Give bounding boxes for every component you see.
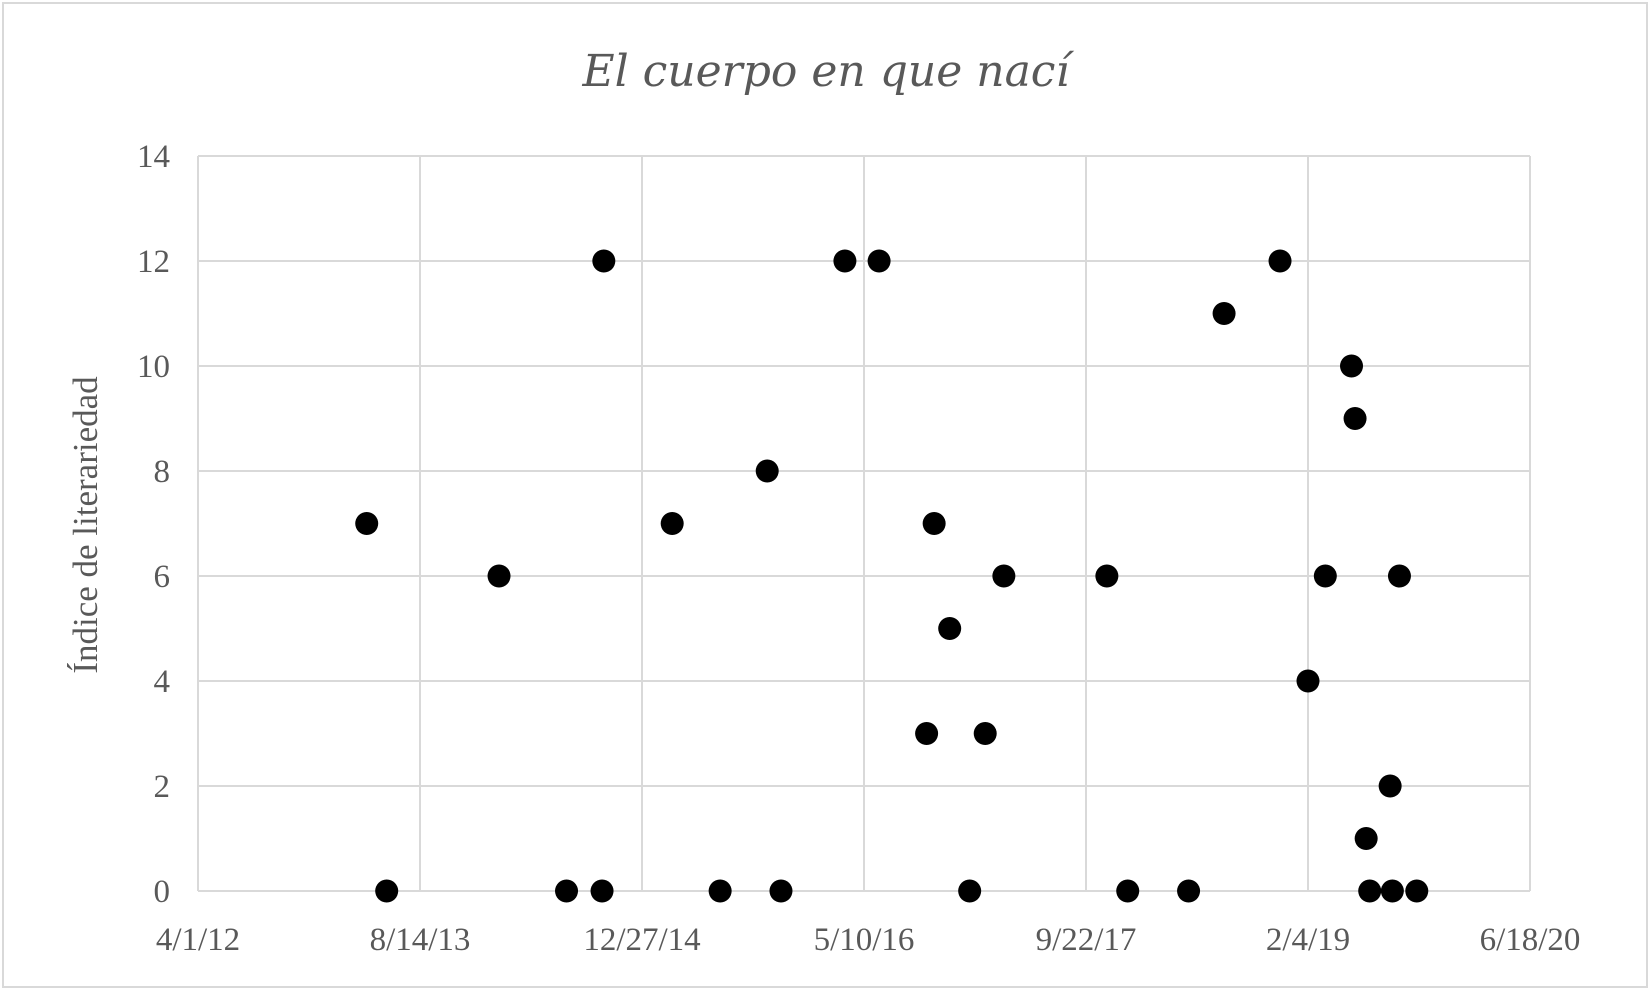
data-point	[973, 722, 997, 745]
y-tick-label: 0	[154, 874, 171, 910]
y-tick-label: 10	[137, 349, 170, 385]
data-point	[1358, 879, 1382, 903]
x-tick-label: 5/10/16	[814, 922, 915, 958]
data-point	[1313, 564, 1337, 588]
data-point	[915, 722, 939, 745]
y-tick-label: 8	[154, 454, 171, 490]
y-axis-title: Índice de literariedad	[66, 376, 105, 674]
y-tick-label: 2	[154, 769, 171, 805]
data-point	[1340, 354, 1364, 378]
y-axis-ticks: 0 2 4 6 8 10 12 14	[137, 139, 170, 910]
data-point	[1343, 407, 1367, 430]
gridlines	[197, 155, 1531, 892]
data-point	[755, 459, 779, 483]
data-point	[1212, 302, 1236, 325]
data-point	[1387, 564, 1411, 588]
data-point	[922, 512, 946, 535]
data-point	[660, 512, 684, 535]
data-point	[769, 879, 793, 903]
data-point	[375, 879, 399, 903]
data-point	[992, 564, 1016, 588]
data-point	[592, 249, 616, 273]
data-point	[958, 879, 982, 903]
data-point	[867, 249, 891, 273]
data-point	[1405, 879, 1429, 903]
x-axis-ticks: 4/1/12 8/14/13 12/27/14 5/10/16 9/22/17 2/4/1…	[156, 922, 1581, 958]
data-point	[1378, 774, 1402, 798]
chart-title: El cuerpo en que nací	[581, 46, 1074, 97]
x-tick-label: 4/1/12	[156, 922, 240, 958]
data-point	[1354, 827, 1378, 850]
data-point	[487, 564, 511, 588]
y-tick-label: 4	[154, 664, 171, 700]
data-point	[708, 879, 732, 903]
y-tick-label: 14	[137, 139, 170, 175]
data-point	[1268, 249, 1292, 273]
x-tick-label: 9/22/17	[1036, 922, 1137, 958]
data-point	[590, 879, 614, 903]
data-point	[1116, 879, 1140, 903]
data-point	[938, 617, 962, 640]
data-point	[1095, 564, 1119, 588]
data-point	[1380, 879, 1404, 903]
data-point	[833, 249, 857, 273]
data-points	[355, 249, 1429, 903]
data-point	[1177, 879, 1201, 903]
x-tick-label: 8/14/13	[370, 922, 471, 958]
x-tick-label: 6/18/20	[1480, 922, 1581, 958]
x-tick-label: 12/27/14	[583, 922, 700, 958]
y-tick-label: 6	[154, 559, 171, 595]
data-point	[1296, 669, 1320, 693]
y-tick-label: 12	[137, 244, 170, 280]
x-tick-label: 2/4/19	[1266, 922, 1350, 958]
data-point	[355, 512, 379, 535]
data-point	[555, 879, 579, 903]
